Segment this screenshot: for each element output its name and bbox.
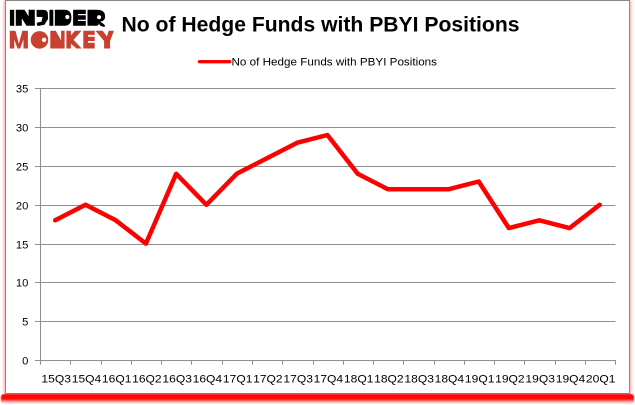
svg-text:19Q3: 19Q3 — [525, 373, 555, 385]
svg-text:16Q3: 16Q3 — [162, 373, 192, 385]
svg-text:20Q1: 20Q1 — [586, 373, 616, 385]
svg-text:15Q4: 15Q4 — [72, 373, 102, 385]
svg-text:No of Hedge Funds with PBYI Po: No of Hedge Funds with PBYI Positions — [122, 12, 520, 36]
svg-text:17Q1: 17Q1 — [223, 373, 253, 385]
svg-text:18Q1: 18Q1 — [344, 373, 374, 385]
svg-text:17Q2: 17Q2 — [253, 373, 283, 385]
svg-text:20: 20 — [16, 200, 28, 212]
svg-text:16Q1: 16Q1 — [102, 373, 132, 385]
svg-text:18Q3: 18Q3 — [404, 373, 434, 385]
svg-text:No of Hedge Funds with PBYI Po: No of Hedge Funds with PBYI Positions — [232, 57, 438, 69]
svg-text:15: 15 — [16, 239, 28, 251]
svg-text:18Q2: 18Q2 — [374, 373, 404, 385]
svg-text:16Q4: 16Q4 — [193, 373, 223, 385]
svg-text:19Q4: 19Q4 — [556, 373, 586, 385]
svg-text:15Q3: 15Q3 — [41, 373, 71, 385]
svg-text:16Q2: 16Q2 — [132, 373, 162, 385]
svg-text:25: 25 — [16, 161, 28, 173]
svg-text:5: 5 — [22, 316, 28, 328]
svg-text:0: 0 — [22, 355, 28, 367]
svg-text:19Q2: 19Q2 — [495, 373, 525, 385]
svg-text:10: 10 — [16, 277, 28, 289]
svg-text:17Q4: 17Q4 — [314, 373, 344, 385]
svg-text:30: 30 — [16, 122, 28, 134]
svg-text:18Q4: 18Q4 — [435, 373, 465, 385]
svg-text:35: 35 — [16, 83, 28, 95]
svg-text:17Q3: 17Q3 — [283, 373, 313, 385]
svg-text:19Q1: 19Q1 — [465, 373, 495, 385]
